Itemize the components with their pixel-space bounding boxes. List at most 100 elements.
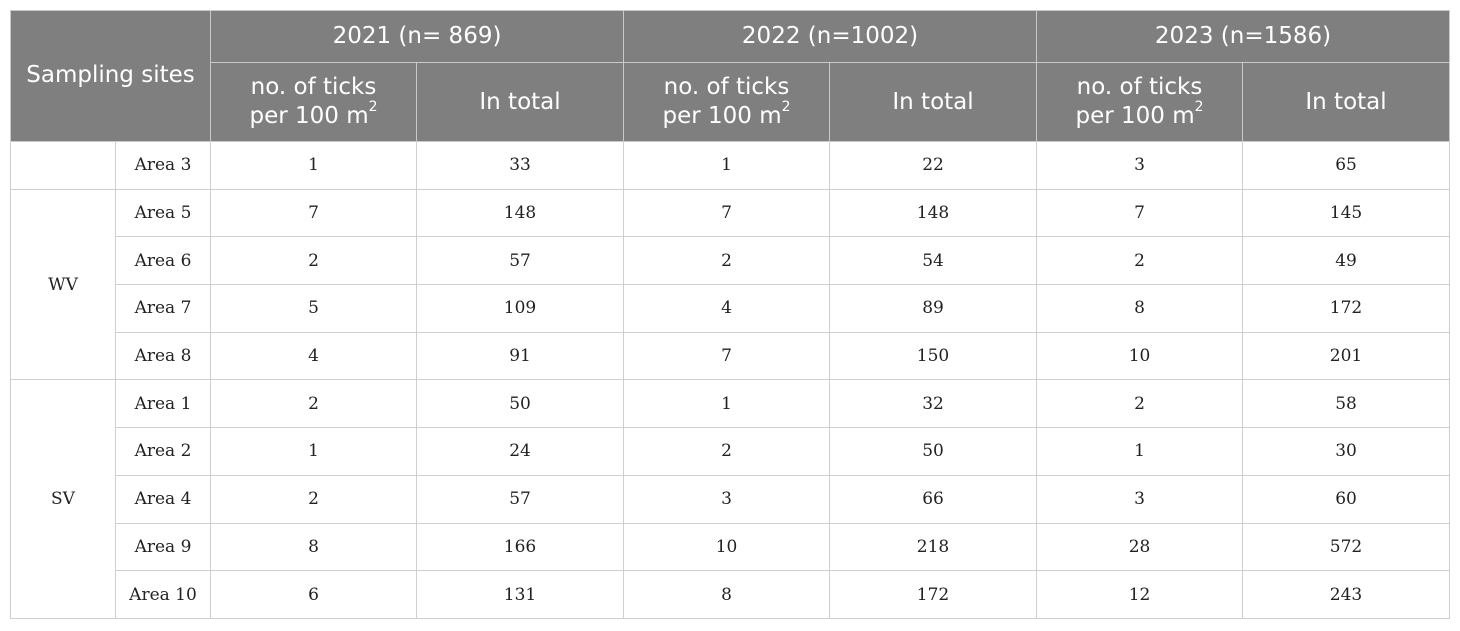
total-cell: 65 — [1242, 141, 1451, 190]
density-cell: 8 — [623, 570, 831, 619]
year-header-2021: 2021 (n= 869) — [209, 10, 625, 63]
density-cell: 2 — [210, 474, 417, 524]
total-cell: 58 — [1242, 379, 1451, 429]
year-header-2023: 2023 (n=1586) — [1036, 10, 1451, 63]
density-cell: 3 — [1036, 474, 1244, 524]
total-cell: 131 — [415, 570, 625, 619]
density-cell: 6 — [210, 570, 417, 619]
total-cell: 145 — [1242, 188, 1451, 238]
total-cell: 243 — [1242, 570, 1451, 619]
density-cell: 7 — [1036, 188, 1244, 238]
area-cell: Area 6 — [115, 236, 211, 286]
density-cell: 3 — [1036, 141, 1244, 190]
area-cell: Area 7 — [115, 284, 211, 333]
density-cell: 2 — [623, 236, 831, 286]
total-cell: 49 — [1242, 236, 1451, 286]
density-cell: 10 — [1036, 331, 1244, 381]
tick-density-table-container: Sampling sites 2021 (n= 869) 2022 (n=100… — [10, 10, 1451, 619]
density-cell: 8 — [1036, 284, 1244, 333]
density-cell: 2 — [1036, 236, 1244, 286]
total-cell: 91 — [415, 331, 625, 381]
density-header-line1: no. of ticks — [1076, 74, 1203, 100]
density-header-line2: per 100 m — [249, 103, 369, 129]
density-cell: 1 — [623, 379, 831, 429]
total-cell: 57 — [415, 236, 625, 286]
total-cell: 50 — [829, 427, 1038, 476]
total-cell: 201 — [1242, 331, 1451, 381]
density-header: no. of ticks per 100 m2 — [623, 62, 831, 142]
total-cell: 218 — [829, 522, 1038, 572]
total-cell: 66 — [829, 474, 1038, 524]
table-row: Area 2 1 24 2 50 1 30 — [11, 427, 1451, 476]
site-group-cell: SV — [10, 379, 116, 619]
total-cell: 30 — [1242, 427, 1451, 476]
table-header: Sampling sites 2021 (n= 869) 2022 (n=100… — [10, 10, 1451, 142]
density-cell: 2 — [210, 379, 417, 429]
table-row: Area 10 6 131 8 172 12 243 — [11, 570, 1451, 619]
table-row: Area 6 2 57 2 54 2 49 — [11, 236, 1451, 286]
table-row: Area 7 5 109 4 89 8 172 — [11, 284, 1451, 333]
total-cell: 89 — [829, 284, 1038, 333]
area-cell: Area 5 — [115, 188, 211, 238]
total-header: In total — [1242, 62, 1451, 142]
total-cell: 109 — [415, 284, 625, 333]
table-body: Area 3 1 33 1 22 3 65 WV Area 5 7 148 7 148 7 145 Area … — [10, 141, 1451, 619]
density-header-superscript: 2 — [368, 99, 378, 116]
density-cell: 1 — [623, 141, 831, 190]
total-cell: 150 — [829, 331, 1038, 381]
sampling-sites-header: Sampling sites — [10, 10, 211, 142]
table-row: WV Area 5 7 148 7 148 7 145 — [10, 188, 1451, 381]
total-cell: 148 — [415, 188, 625, 238]
density-cell: 7 — [210, 188, 417, 238]
density-cell: 1 — [210, 141, 417, 190]
density-header-superscript: 2 — [1194, 99, 1204, 116]
density-cell: 1 — [1036, 427, 1244, 476]
table-row: SV Area 1 2 50 1 32 2 58 — [10, 379, 1451, 619]
area-cell: Area 2 — [115, 427, 211, 476]
total-cell: 32 — [829, 379, 1038, 429]
area-cell: Area 3 — [115, 141, 211, 190]
total-cell: 172 — [829, 570, 1038, 619]
density-cell: 28 — [1036, 522, 1244, 572]
density-cell: 2 — [210, 236, 417, 286]
table-row: Area 9 8 166 10 218 28 572 — [11, 522, 1451, 572]
density-cell: 4 — [210, 331, 417, 381]
density-cell: 4 — [623, 284, 831, 333]
area-cell: Area 9 — [115, 522, 211, 572]
area-cell: Area 8 — [115, 331, 211, 381]
density-cell: 12 — [1036, 570, 1244, 619]
area-cell: Area 1 — [115, 379, 211, 429]
sampling-sites-label: Sampling sites — [26, 61, 195, 88]
table-row: Area 4 2 57 3 66 3 60 — [11, 474, 1451, 524]
density-cell: 3 — [623, 474, 831, 524]
total-cell: 33 — [415, 141, 625, 190]
total-header: In total — [829, 62, 1038, 142]
density-cell: 7 — [623, 188, 831, 238]
total-cell: 172 — [1242, 284, 1451, 333]
density-header-line2: per 100 m — [1075, 103, 1195, 129]
density-header-superscript: 2 — [781, 99, 791, 116]
total-cell: 166 — [415, 522, 625, 572]
density-header-line2: per 100 m — [662, 103, 782, 129]
density-header: no. of ticks per 100 m2 — [1036, 62, 1244, 142]
density-cell: 2 — [623, 427, 831, 476]
total-cell: 54 — [829, 236, 1038, 286]
density-header-line1: no. of ticks — [250, 74, 377, 100]
total-cell: 24 — [415, 427, 625, 476]
year-header-2022: 2022 (n=1002) — [623, 10, 1038, 63]
total-cell: 57 — [415, 474, 625, 524]
site-group-cell — [10, 141, 116, 190]
density-cell: 10 — [623, 522, 831, 572]
density-header-line1: no. of ticks — [663, 74, 790, 100]
total-header: In total — [415, 62, 625, 142]
table-row: Area 3 1 33 1 22 3 65 — [10, 141, 1451, 190]
density-cell: 7 — [623, 331, 831, 381]
total-cell: 572 — [1242, 522, 1451, 572]
area-cell: Area 10 — [115, 570, 211, 619]
total-cell: 50 — [415, 379, 625, 429]
site-group-cell: WV — [10, 188, 116, 381]
total-cell: 60 — [1242, 474, 1451, 524]
density-cell: 5 — [210, 284, 417, 333]
area-cell: Area 4 — [115, 474, 211, 524]
density-cell: 1 — [210, 427, 417, 476]
